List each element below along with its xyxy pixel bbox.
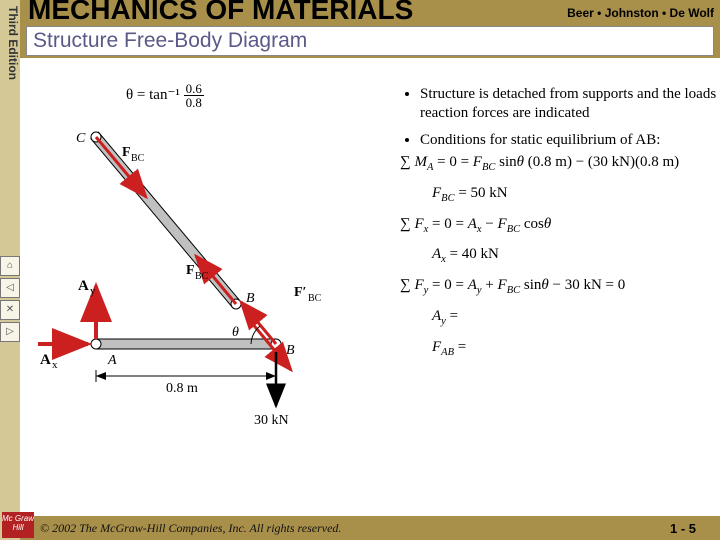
load-label: 30 kN <box>254 413 289 428</box>
eq-fbc: FBC = 50 kN <box>432 181 700 208</box>
svg-text:F: F <box>186 263 195 278</box>
svg-text:F′: F′ <box>294 285 307 300</box>
authors: Beer • Johnston • De Wolf <box>567 6 714 20</box>
bullet-2: Conditions for static equilibrium of AB: <box>420 131 720 150</box>
nav-prev-icon[interactable]: ◁ <box>0 278 20 298</box>
page-number: 1 - 5 <box>670 521 696 536</box>
svg-text:BC: BC <box>195 271 209 282</box>
copyright: © 2002 The McGraw-Hill Companies, Inc. A… <box>40 521 341 536</box>
nav-icons: ⌂ ◁ ✕ ▷ <box>0 256 20 344</box>
svg-text:BC: BC <box>308 293 322 304</box>
eq-ay: Ay = <box>432 304 700 331</box>
eq-fab: FAB = <box>432 335 700 362</box>
equilibrium-equations: ∑ MA = 0 = FBC sinθ (0.8 m) − (30 kN)(0.… <box>400 150 700 366</box>
bullet-1: Structure is detached from supports and … <box>420 85 720 123</box>
svg-text:F: F <box>122 145 131 160</box>
svg-text:A: A <box>40 352 51 368</box>
svg-text:B: B <box>246 291 255 306</box>
nav-home-icon[interactable]: ⌂ <box>0 256 20 276</box>
svg-text:x: x <box>52 359 58 371</box>
book-title: MECHANICS OF MATERIALS <box>28 0 413 26</box>
free-body-diagram: θ = tan⁻¹ 0.60.8 C F BC A B B F BC F′ BC <box>36 74 366 434</box>
svg-text:A: A <box>107 353 117 368</box>
nav-close-icon[interactable]: ✕ <box>0 300 20 320</box>
eq-fy: ∑ Fy = 0 = Ay + FBC sinθ − 30 kN = 0 <box>400 273 700 300</box>
svg-text:θ: θ <box>232 325 239 340</box>
eq-ax: Ax = 40 kN <box>432 242 700 269</box>
slide-title: Structure Free-Body Diagram <box>26 26 714 56</box>
svg-text:BC: BC <box>131 153 145 164</box>
eq-fx: ∑ Fx = 0 = Ax − FBC cosθ <box>400 212 700 239</box>
svg-text:C: C <box>76 131 86 146</box>
bullet-list: Structure is detached from supports and … <box>380 85 720 157</box>
svg-text:A: A <box>78 278 89 294</box>
svg-text:B: B <box>286 343 295 358</box>
theta-den: 0.8 <box>184 96 204 109</box>
theta-lhs: θ = tan⁻¹ <box>126 87 180 103</box>
eq-ma: ∑ MA = 0 = FBC sinθ (0.8 m) − (30 kN)(0.… <box>400 150 700 177</box>
publisher-logo: Mc Graw Hill <box>2 512 34 538</box>
nav-next-icon[interactable]: ▷ <box>0 322 20 342</box>
svg-text:y: y <box>90 285 96 297</box>
theta-num: 0.6 <box>184 82 204 96</box>
dim-label: 0.8 m <box>166 381 198 396</box>
